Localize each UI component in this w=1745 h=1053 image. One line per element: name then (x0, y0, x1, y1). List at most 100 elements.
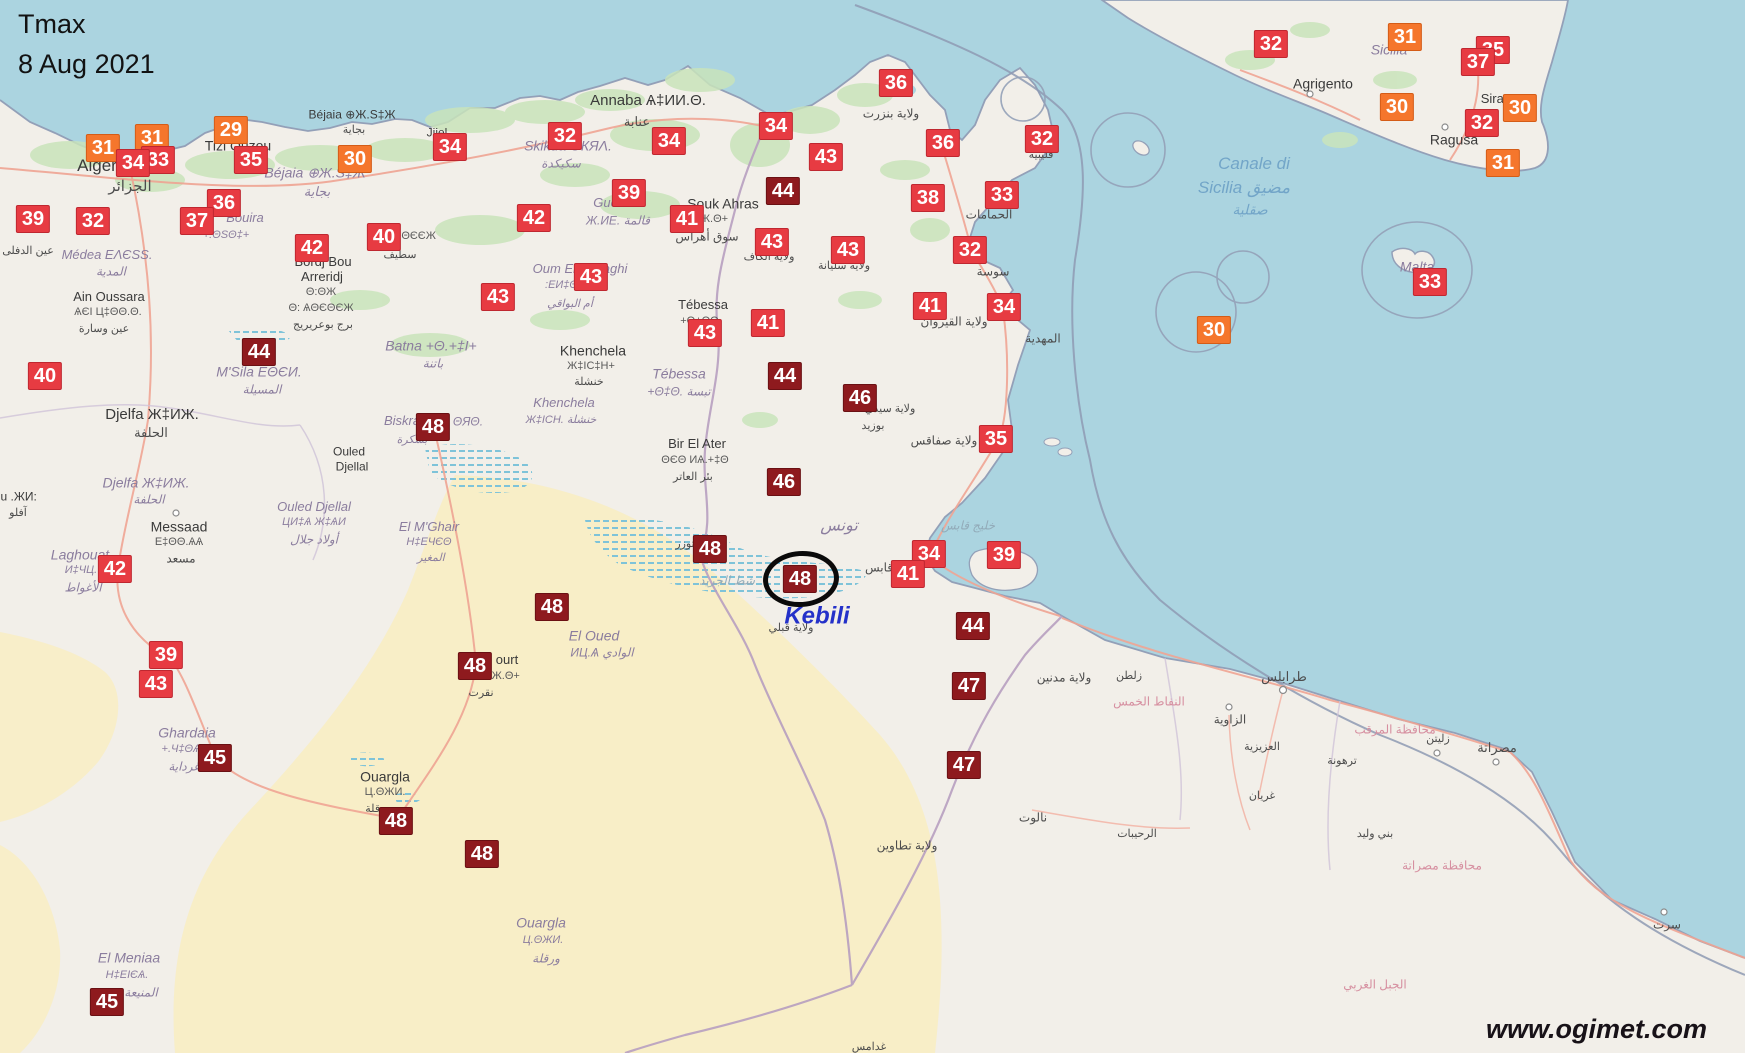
temp-badge: 38 (910, 184, 946, 212)
map-label: Ж‡ІС‡Н+ (567, 360, 615, 373)
map-label: بني وليد (1356, 828, 1394, 841)
desert-shape (173, 475, 942, 1053)
temp-badge: 42 (516, 204, 552, 232)
temp-badge: 39 (15, 205, 51, 233)
map-label: الحمامات (965, 207, 1013, 222)
map-label: Béjaia ⊕Ж.Ѕ‡Ж (308, 107, 396, 122)
temp-badge: 43 (573, 263, 609, 291)
map-label: سوسة (976, 264, 1010, 279)
map-label: زلطن (1115, 670, 1143, 683)
map-label: Médea ЕΛЄЅЅ. (61, 247, 153, 263)
temp-badge: 43 (830, 236, 866, 264)
temp-badge: 37 (1460, 48, 1496, 76)
map-label: المنيعة (124, 985, 158, 1000)
map-label: صقلية (1232, 201, 1268, 218)
map-label: نقرت (468, 687, 494, 700)
map-label: Н‡ЕЧЄΘ (406, 536, 452, 549)
map-label: بجاية (342, 124, 366, 137)
temp-badge: 44 (955, 612, 991, 640)
map-label: الحلفة (133, 492, 165, 507)
map-label: خليج قابس (940, 518, 996, 533)
temp-badge: 41 (912, 292, 948, 320)
map-label: ولاية قبلي (768, 622, 814, 635)
map-label: +.Ж.Θ+ (482, 670, 520, 683)
map-label: Biskra (383, 413, 421, 429)
map-label: Canale di (1218, 154, 1290, 174)
temp-badge: 41 (669, 205, 705, 233)
map-label: ورقلة (365, 804, 390, 816)
map-label: El Oued (568, 627, 620, 644)
map-label: ترهونة (1327, 755, 1357, 768)
map-label: شط الجريد (699, 573, 755, 588)
map-label: Khenchela (559, 342, 627, 359)
temp-badge: 40 (366, 223, 402, 251)
temp-badge: 41 (890, 560, 926, 588)
map-label: عين الدفلى (2, 245, 54, 258)
map-label: ИЦ.Ѧ الوادي (570, 645, 634, 660)
map-label: طرابلس (1261, 669, 1307, 685)
map-label: سكيكدة (541, 156, 581, 171)
map-label: Laghouat (50, 546, 110, 563)
temp-badge: 32 (1464, 109, 1500, 137)
map-label: Arreridj (301, 269, 343, 285)
map-label: Djelfa Ж‡ИЖ. (102, 474, 190, 491)
chott-melrhir (425, 444, 533, 494)
map-label: Tébessa (678, 297, 728, 313)
temp-badge: 43 (480, 283, 516, 311)
title-date: 8 Aug 2021 (18, 49, 155, 79)
map-label: Messaad (150, 518, 208, 535)
temp-badge: 30 (1196, 316, 1232, 344)
temp-badge: 48 (534, 593, 570, 621)
map-label: ЦИ‡Ѧ Ж‡ѦИ (282, 516, 346, 529)
sea-shape (0, 0, 1745, 958)
map-label: ولاية مدنين (1036, 670, 1092, 685)
map-label: الجبل الغربي (1343, 977, 1407, 992)
map-label: الأغواط (64, 580, 102, 595)
map-label: ولاية سليانة (817, 260, 871, 273)
map-label: ΘЯΘ. (452, 414, 484, 429)
watermark: www.ogimet.com (1485, 1014, 1707, 1044)
map-label: Ghardaia (158, 724, 216, 741)
map-label: Ouargla (516, 914, 566, 931)
temp-badge: 36 (925, 129, 961, 157)
temp-badge: 33 (140, 146, 176, 174)
map-label: مسعد (166, 551, 196, 566)
temp-badge: 43 (808, 143, 844, 171)
temp-badge: 31 (1485, 149, 1521, 177)
map-label: Н‡ЕІЄѦ. (105, 969, 149, 982)
temp-badge: 29 (213, 116, 249, 144)
map-label: سطيف (383, 249, 417, 262)
map-label: الرحيبات (1117, 828, 1157, 841)
map-label: ولاية تطاوين (876, 838, 938, 853)
temp-badge: 44 (241, 338, 277, 366)
map-label: Djelfa Ж‡ИЖ. (105, 406, 199, 424)
temp-badge: 34 (758, 112, 794, 140)
map-label: توزر (675, 538, 695, 551)
temp-badge: 39 (148, 641, 184, 669)
map-label: Souk Ahras (687, 195, 759, 212)
map-label: Е‡ΘΘ.ѦѦ (154, 536, 204, 549)
sicily-shape (1100, 0, 1569, 172)
map-label: Ж.Θ+ (699, 213, 729, 226)
map-label: أم البواقي (547, 298, 593, 311)
map-label: قليبية (1028, 149, 1054, 162)
map-label: غدامس (851, 1041, 887, 1053)
map-label: الزاوية (1213, 712, 1247, 727)
map-label: Annaba Ѧ‡ИИ.Θ. (590, 92, 706, 110)
temp-badge: 48 (457, 652, 493, 680)
map-label: ولاية الكاف (743, 251, 795, 264)
temp-badge: 31 (85, 134, 121, 162)
map-label: العزيزية (1244, 741, 1280, 754)
temp-badge: 30 (1379, 93, 1415, 121)
temp-badge: 30 (337, 145, 373, 173)
map-label: بئر العاتر (673, 471, 713, 484)
temp-badge: 48 (464, 840, 500, 868)
map-label: بوزيد (861, 420, 885, 433)
map-label: Ц.ΘЖИ. (522, 934, 564, 947)
map-label: El Meniaa (97, 949, 161, 966)
map-label: أولاد جلال (290, 532, 338, 547)
map-label: Ж‡ІСН. خنشلة (525, 414, 597, 427)
map-label: عين وسارة (78, 323, 130, 336)
map-label: И‡ЧЦ. (64, 564, 98, 577)
temp-badge: 32 (1024, 125, 1060, 153)
